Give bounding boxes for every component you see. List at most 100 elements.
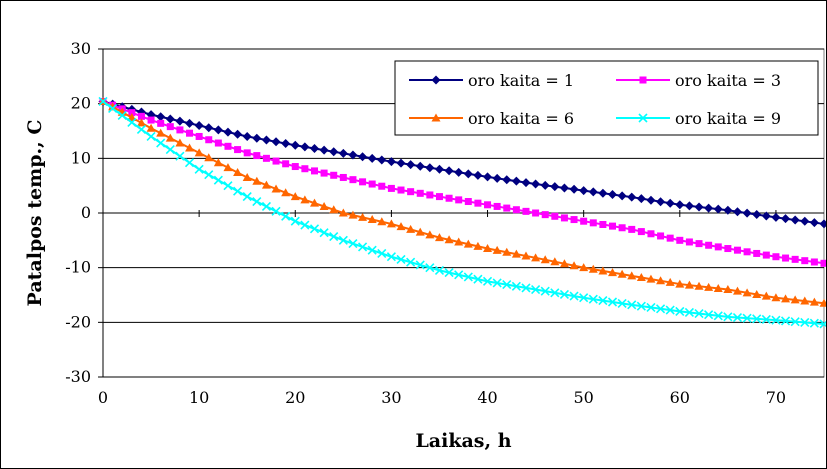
x-marker-stroke — [646, 302, 656, 313]
diamond-marker — [704, 203, 714, 213]
diamond-marker — [406, 160, 416, 170]
square-marker — [599, 220, 607, 228]
diamond-marker — [444, 166, 454, 176]
legend-box — [394, 60, 819, 136]
square-marker — [503, 204, 511, 212]
square-marker — [820, 259, 826, 267]
diamond-marker — [771, 212, 781, 222]
diamond-marker — [521, 178, 531, 188]
diamond-marker — [617, 191, 627, 201]
square-marker — [234, 146, 242, 154]
triangle-marker — [713, 283, 723, 292]
x-marker-stroke — [281, 211, 291, 221]
square-marker — [714, 243, 722, 251]
triangle-marker — [742, 288, 752, 297]
square-marker — [243, 149, 251, 157]
y-tick-label: -30 — [65, 367, 91, 386]
square-marker — [522, 207, 530, 215]
series-line — [102, 100, 825, 225]
x-marker-stroke — [319, 228, 329, 238]
triangle-marker — [204, 153, 214, 162]
triangle-marker — [165, 133, 175, 142]
square-marker — [685, 238, 693, 246]
x-marker-stroke — [694, 309, 704, 319]
diamond-marker — [483, 172, 493, 182]
y-tick-label: -20 — [65, 312, 91, 331]
x-marker-stroke — [165, 145, 175, 155]
legend: oro kaita = 1 oro kaita = 3 oro kaita = 6 o… — [394, 60, 819, 136]
square-marker — [609, 222, 617, 230]
diamond-marker — [790, 215, 800, 225]
triangle-marker — [127, 113, 137, 122]
y-tick-label: 20 — [71, 94, 91, 113]
triangle-marker — [185, 143, 195, 152]
square-marker — [791, 255, 799, 263]
y-tick-label: 30 — [71, 39, 91, 58]
legend-label: oro kaita = 3 — [675, 71, 781, 90]
diamond-marker — [502, 175, 512, 185]
triangle-marker — [146, 123, 156, 132]
x-marker-stroke — [531, 284, 541, 295]
diamond-marker — [233, 129, 243, 139]
x-marker-stroke — [213, 175, 223, 185]
diamond-marker — [713, 204, 723, 214]
legend-item: oro kaita = 1 — [409, 71, 574, 90]
x-marker-stroke — [638, 113, 648, 123]
x-tick-label: 40 — [477, 388, 497, 407]
diamond-marker — [800, 216, 810, 226]
triangle-marker — [704, 282, 714, 291]
series-3 — [98, 96, 826, 307]
square-marker — [801, 257, 809, 265]
triangle-marker — [598, 266, 608, 275]
triangle-marker — [579, 263, 589, 272]
x-marker-stroke — [800, 317, 810, 328]
x-marker-stroke — [357, 242, 368, 252]
x-marker-stroke — [713, 311, 723, 321]
x-tick-label: 20 — [285, 388, 305, 407]
x-marker-stroke — [482, 276, 493, 286]
diamond-marker — [213, 125, 223, 135]
x-marker-stroke — [511, 281, 521, 291]
square-marker — [618, 224, 626, 232]
square-marker — [387, 184, 395, 192]
diamond-marker — [723, 205, 733, 215]
triangle-marker — [252, 176, 262, 185]
axes: 0 10 20 30 40 50 60 70 30 20 10 0 -10 -20 -30 — [65, 39, 824, 407]
square-marker — [186, 129, 194, 137]
x-marker-stroke — [742, 313, 752, 323]
x-marker-stroke — [819, 320, 826, 329]
diamond-marker — [242, 131, 252, 141]
triangle-marker — [242, 172, 252, 181]
diamond-marker — [271, 137, 281, 147]
square-marker — [639, 76, 647, 84]
diamond-marker — [175, 116, 185, 126]
x-tick-label: 70 — [766, 388, 786, 407]
square-marker — [464, 198, 472, 206]
x-marker-stroke — [348, 239, 358, 249]
x-tick-label: 10 — [189, 388, 209, 407]
diamond-marker — [431, 75, 441, 85]
diamond-marker — [415, 161, 425, 171]
triangle-marker — [367, 215, 377, 224]
x-marker-stroke — [406, 257, 416, 267]
square-marker — [474, 199, 482, 207]
square-marker — [628, 225, 636, 233]
triangle-marker — [550, 257, 560, 266]
triangle-marker — [781, 294, 791, 303]
x-marker-stroke — [434, 265, 445, 275]
triangle-marker — [377, 217, 387, 226]
triangle-marker — [319, 201, 329, 210]
square-marker — [301, 165, 309, 173]
x-marker-stroke — [136, 124, 147, 135]
square-marker — [445, 194, 453, 202]
x-marker-stroke — [290, 216, 300, 226]
triangle-marker — [771, 293, 781, 302]
triangle-marker — [329, 205, 339, 214]
diamond-marker — [425, 163, 435, 173]
x-marker-stroke — [194, 164, 204, 174]
triangle-marker — [675, 279, 685, 288]
triangle-marker — [309, 198, 319, 207]
diamond-marker — [732, 207, 742, 217]
square-marker — [589, 219, 597, 227]
square-marker — [551, 212, 559, 220]
